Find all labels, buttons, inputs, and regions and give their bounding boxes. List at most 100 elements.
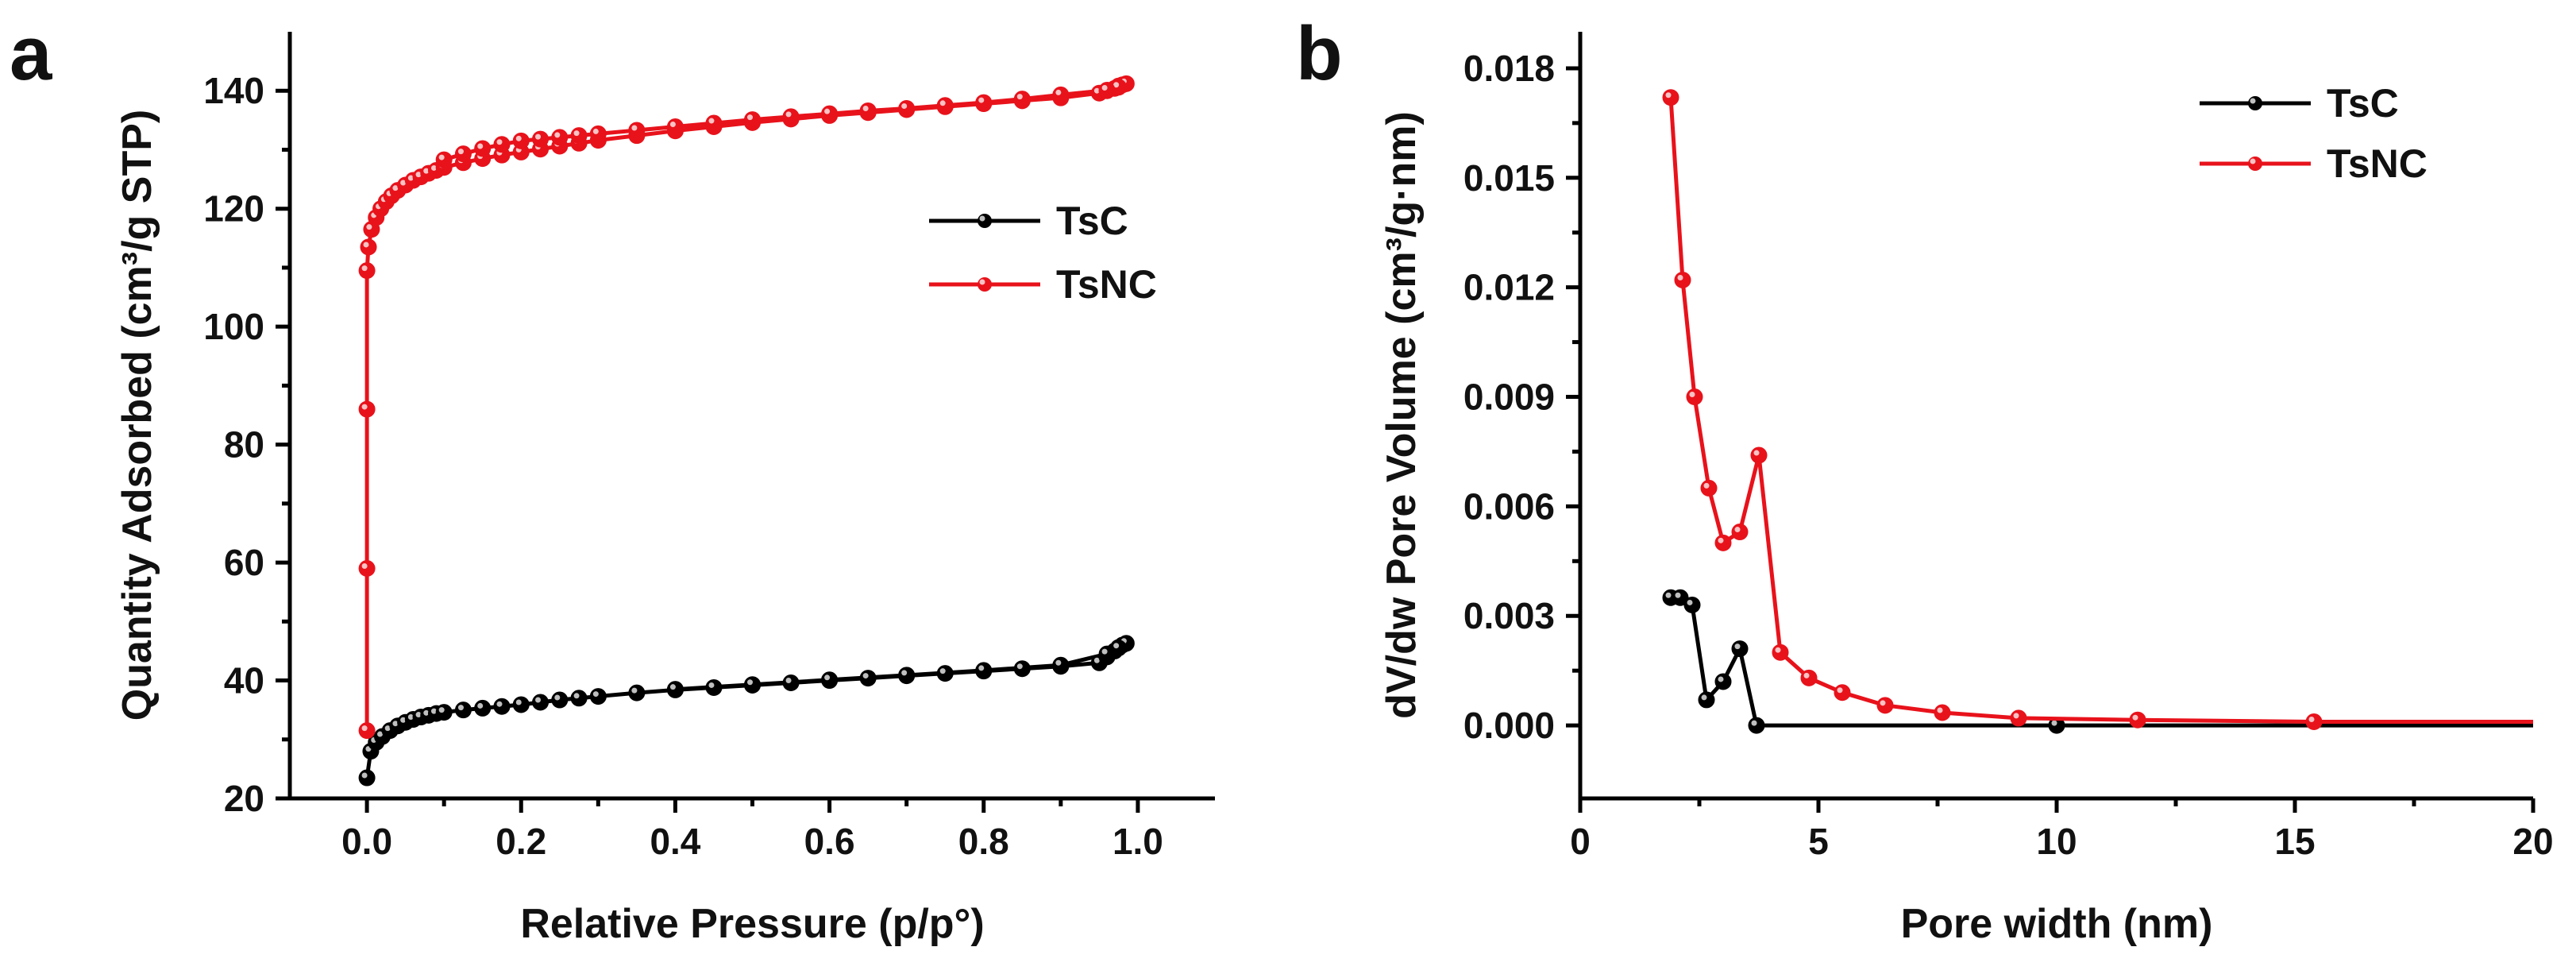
y-axis-title: dV/dw Pore Volume (cm³/g·nm) — [1379, 111, 1425, 719]
data-point — [1800, 669, 1818, 686]
panel-a-chart: a 0.0 0.2 0.4 0.6 0.8 1.0 20 40 60 80 100 120 140 Rel… — [10, 11, 1215, 947]
data-point — [532, 130, 550, 148]
legend-item: TsC — [2200, 81, 2399, 126]
x-tick-label: 20 — [2512, 821, 2553, 862]
data-point — [628, 122, 646, 139]
data-point — [1052, 656, 1070, 674]
data-point — [454, 702, 472, 719]
data-point — [358, 722, 376, 740]
data-point — [1934, 704, 1951, 721]
data-point — [1714, 673, 1732, 690]
data-point — [1052, 86, 1070, 103]
legend-item: TsC — [929, 199, 1128, 243]
y-tick-label: 60 — [224, 542, 264, 583]
legend: TsC TsNC — [2200, 81, 2428, 186]
y-tick-label: 0.018 — [1463, 48, 1555, 89]
legend-label: TsC — [2327, 81, 2399, 126]
data-point — [975, 662, 993, 679]
x-tick-label: 5 — [1808, 821, 1829, 862]
data-point — [1714, 534, 1732, 551]
data-point — [358, 262, 376, 280]
data-point — [936, 97, 954, 114]
series-line-tsc — [1671, 595, 2533, 728]
data-point — [512, 132, 530, 149]
data-point — [1674, 271, 1691, 288]
data-point — [1750, 446, 1768, 464]
data-point — [1876, 697, 1894, 714]
data-point — [532, 694, 550, 711]
data-point — [859, 102, 877, 119]
data-point — [666, 681, 684, 698]
data-point — [2305, 713, 2323, 730]
data-point — [1834, 684, 1851, 702]
data-point — [1698, 691, 1715, 709]
data-point — [589, 125, 607, 142]
data-point — [589, 688, 607, 705]
data-point — [551, 691, 569, 709]
x-axis-title: Pore width (nm) — [1901, 901, 2213, 947]
data-point — [1686, 388, 1703, 406]
data-point — [358, 769, 376, 787]
series-tsnc — [1662, 89, 2533, 730]
legend-label: TsC — [1056, 199, 1128, 243]
data-point — [1772, 644, 1789, 661]
data-point — [1700, 479, 1718, 497]
data-point — [1748, 717, 1765, 734]
data-point — [2129, 711, 2146, 729]
x-tick-label: 0.8 — [958, 821, 1009, 862]
data-point — [744, 111, 761, 129]
data-point — [358, 560, 376, 577]
data-point — [782, 674, 800, 692]
y-tick-label: 120 — [203, 188, 264, 230]
legend: TsC TsNC — [929, 199, 1157, 307]
y-tick-label: 80 — [224, 424, 264, 466]
data-point — [898, 667, 916, 684]
data-point — [666, 118, 684, 136]
data-point — [1013, 660, 1031, 678]
data-point — [821, 671, 839, 689]
series-line-tsnc — [1668, 97, 2533, 724]
data-point — [454, 145, 472, 163]
legend-item: TsNC — [929, 262, 1157, 307]
legend-label: TsNC — [1056, 262, 1157, 307]
data-point — [705, 678, 723, 696]
legend-swatch-marker — [978, 277, 992, 292]
data-point — [358, 400, 376, 418]
legend-item: TsNC — [2200, 141, 2428, 186]
x-axis-title: Relative Pressure (p/p°) — [520, 901, 984, 947]
data-point — [782, 108, 800, 126]
y-axis-title: Quantity Adsorbed (cm³/g STP) — [114, 110, 160, 721]
data-point — [975, 94, 993, 111]
legend-swatch-marker — [2248, 96, 2262, 110]
data-point — [512, 696, 530, 713]
data-point — [435, 151, 453, 168]
y-tick-label: 140 — [203, 70, 264, 111]
data-point — [1662, 89, 1679, 106]
data-point — [493, 136, 511, 153]
data-point — [493, 698, 511, 715]
x-tick-label: 0.2 — [496, 821, 546, 862]
y-tick-label: 40 — [224, 660, 264, 702]
series-line-tsnc — [364, 81, 1128, 731]
x-tick-label: 10 — [2036, 821, 2077, 862]
data-point — [1672, 589, 1689, 606]
panel-a-letter: a — [10, 11, 52, 96]
data-point — [570, 127, 588, 145]
x-tick-label: 0 — [1570, 821, 1591, 862]
x-tick-label: 0.6 — [804, 821, 855, 862]
panel-b-letter: b — [1296, 11, 1343, 96]
x-tick-label: 1.0 — [1113, 821, 1163, 862]
data-point — [1683, 596, 1701, 613]
legend-swatch-marker — [2248, 157, 2262, 171]
series-tsc — [358, 635, 1135, 787]
x-tick-label: 15 — [2274, 821, 2315, 862]
data-point — [1098, 645, 1116, 663]
data-point — [859, 670, 877, 687]
series-tsc — [1662, 589, 2533, 734]
x-tick-label: 0.0 — [341, 821, 392, 862]
data-point — [570, 690, 588, 707]
data-point — [2010, 709, 2027, 727]
y-tick-label: 0.015 — [1463, 157, 1555, 199]
data-point — [628, 684, 646, 702]
